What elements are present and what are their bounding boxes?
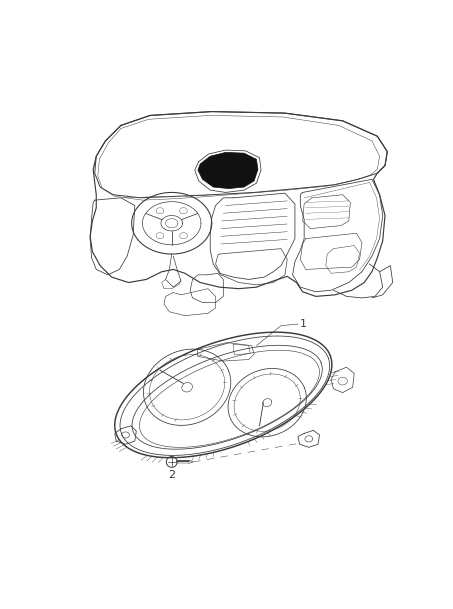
Polygon shape	[198, 152, 258, 189]
Text: 1: 1	[300, 319, 307, 329]
Text: 2: 2	[168, 470, 175, 480]
